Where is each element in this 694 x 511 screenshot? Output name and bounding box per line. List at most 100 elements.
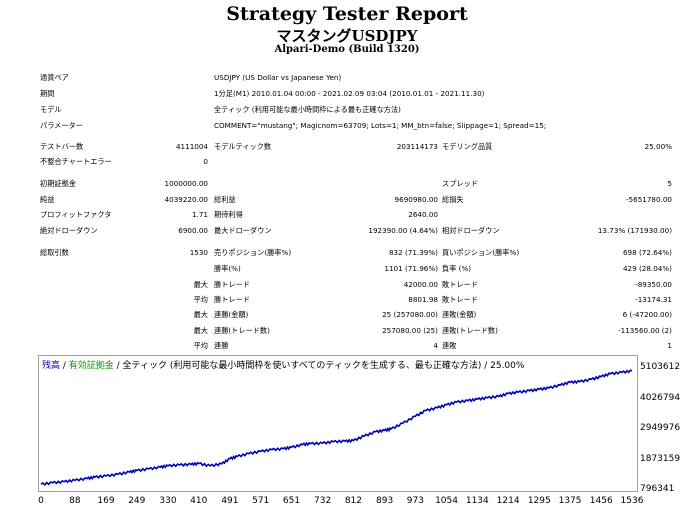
avg-cons-wins-value: 4 (433, 341, 438, 350)
long-value: 698 (72.64%) (622, 248, 672, 257)
x-tick-label: 1214 (496, 496, 520, 506)
net-label: 純益 (40, 195, 55, 204)
deposit-value: 1000000.00 (164, 179, 208, 188)
legend-balance: 残高 (42, 361, 61, 371)
x-tick-label: 88 (69, 496, 81, 506)
x-tick-label: 1054 (435, 496, 458, 506)
cons-losses-value: 6 (-47200.00) (622, 310, 672, 319)
cons-profit-value: 257080.00 (25) (382, 326, 438, 335)
ticks-label: モデルティック数 (214, 142, 272, 151)
gross-loss-value: -5651780.00 (625, 195, 672, 204)
largest-loss-label: 敗トレード (442, 280, 478, 289)
cons-wins-value: 25 (257080.00) (382, 310, 438, 319)
y-tick-label: 796341 (640, 484, 675, 494)
x-tick-label: 169 (97, 496, 115, 506)
deposit-label: 初期証拠金 (40, 179, 76, 188)
spread-label: スプレッド (442, 179, 478, 188)
x-tick-label: 410 (190, 496, 208, 506)
avg-loss-value: -13174.31 (635, 295, 672, 304)
avg-cons-wins-label: 連勝 (214, 341, 229, 350)
ticks-value: 203114173 (396, 142, 438, 151)
net-value: 4039220.00 (164, 195, 208, 204)
period-value: 1分足(M1) 2010.01.04 00:00 - 2021.02.09 03… (214, 89, 485, 98)
x-tick-label: 1295 (527, 496, 551, 506)
legend-equity: 有効証拠金 (68, 361, 114, 371)
model-label: モデル (40, 105, 62, 114)
rel-dd-label: 相対ドローダウン (442, 226, 500, 235)
largest-win-label: 勝トレード (214, 280, 250, 289)
pf-label: プロフィットファクタ (40, 210, 112, 219)
x-tick-label: 1375 (558, 496, 582, 506)
bars-value: 4111004 (175, 142, 208, 151)
y-tick-label: 4026794 (640, 392, 681, 403)
symbol-value: USDJPY (US Dollar vs Japanese Yen) (214, 73, 342, 82)
quality-label: モデリング品質 (442, 142, 493, 151)
gross-loss-label: 総損失 (442, 195, 464, 204)
mismatch-label: 不整合チャートエラー (40, 157, 112, 166)
pf-value: 1.71 (191, 210, 208, 219)
x-tick-label: 812 (344, 496, 363, 506)
x-tick-label: 1536 (620, 496, 644, 506)
avg-cons-losses-label: 連敗 (442, 341, 457, 350)
period-label: 期間 (40, 89, 55, 98)
max-label: 最大 (193, 280, 208, 289)
payoff-value: 2640.00 (408, 210, 438, 219)
legend-rest: / 全ティック (利用可能な最小時間枠を使いすべてのティックを生成する、最も正確… (113, 361, 525, 371)
legend-sep: / (60, 361, 69, 371)
cons-losses-label: 連敗(金額) (442, 310, 477, 319)
symbol-label: 通貨ペア (40, 73, 69, 82)
avg-label: 平均 (193, 295, 208, 304)
server-build: Alpari-Demo (Build 1320) (274, 44, 420, 55)
max-label-3: 最大 (193, 326, 208, 335)
balance-series-line (40, 369, 633, 486)
win-pct-label: 勝率(%) (214, 264, 241, 273)
cons-loss-label: 連敗(トレード数) (442, 326, 498, 335)
params-label: パラメーター (40, 121, 83, 130)
x-tick-label: 249 (128, 496, 146, 506)
loss-pct-label: 負率 (%) (442, 264, 472, 273)
chart-legend: 残高 / 有効証拠金 / 全ティック (利用可能な最小時間枠を使いすべてのティッ… (42, 358, 524, 371)
avg-label-2: 平均 (193, 341, 208, 350)
x-tick-label: 330 (159, 496, 177, 506)
y-tick-label: 5103612 (640, 362, 681, 372)
avg-win-label: 勝トレード (214, 295, 250, 304)
y-tick-label: 2949976 (640, 423, 681, 433)
avg-win-value: 8801.98 (408, 295, 438, 304)
win-pct-value: 1101 (71.96%) (384, 264, 438, 273)
x-tick-label: 1456 (589, 496, 613, 506)
avg-cons-losses-value: 1 (667, 341, 672, 350)
model-value: 全ティック (利用可能な最小時間枠による最も正確な方法) (214, 105, 401, 114)
x-tick-label: 1134 (465, 496, 489, 506)
x-tick-label: 571 (252, 496, 270, 506)
bars-label: テストバー数 (40, 142, 84, 151)
x-tick-label: 0 (38, 496, 44, 506)
max-label-2: 最大 (193, 310, 208, 319)
payoff-label: 期待利得 (214, 210, 243, 219)
y-tick-label: 1873159 (640, 453, 681, 464)
loss-pct-value: 429 (28.04%) (622, 264, 672, 273)
cons-loss-value: -113560.00 (2) (618, 326, 672, 335)
abs-dd-label: 絶対ドローダウン (40, 226, 98, 235)
gross-profit-value: 9690980.00 (394, 195, 438, 204)
x-tick-label: 732 (314, 496, 332, 506)
largest-win-value: 42000.00 (403, 280, 438, 289)
params-value: COMMENT="mustang"; Magicnom=63709; Lots=… (214, 121, 547, 130)
gross-profit-label: 総利益 (214, 195, 236, 204)
rel-dd-value: 13.73% (171930.00) (597, 226, 672, 235)
spread-value: 5 (667, 179, 672, 188)
cons-wins-label: 連勝(金額) (214, 310, 249, 319)
total-trades-value: 1530 (189, 248, 208, 257)
x-tick-label: 491 (221, 496, 239, 506)
avg-loss-label: 敗トレード (442, 295, 478, 304)
total-trades-label: 総取引数 (40, 248, 69, 257)
max-dd-value: 192390.00 (4.64%) (368, 226, 438, 235)
report-title: Strategy Tester Report (226, 3, 468, 25)
short-label: 売りポジション(勝率%) (214, 248, 292, 257)
long-label: 買いポジション(勝率%) (442, 248, 520, 257)
report-subtitle: マスタングUSDJPY (276, 27, 418, 45)
short-value: 832 (71.39%) (388, 248, 438, 257)
mismatch-value: 0 (203, 157, 208, 166)
abs-dd-value: 6900.00 (178, 226, 208, 235)
max-dd-label: 最大ドローダウン (214, 226, 272, 235)
